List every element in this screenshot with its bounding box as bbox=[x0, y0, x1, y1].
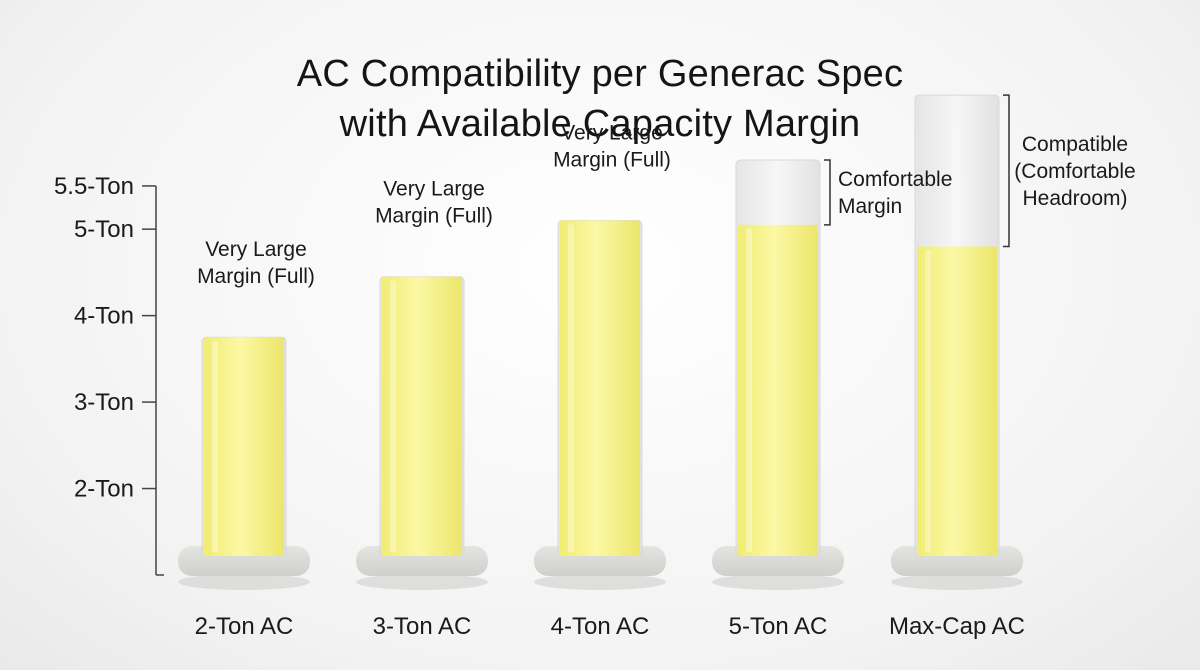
x-category-label: 5-Ton AC bbox=[729, 613, 828, 640]
bar bbox=[204, 337, 284, 556]
chart-title-line-1: AC Compatibility per Generac Spec bbox=[296, 53, 904, 96]
annotation-label: Very Large bbox=[561, 122, 663, 145]
y-tick-label: 5-Ton bbox=[74, 216, 134, 243]
bar-highlight bbox=[212, 341, 218, 552]
bar-highlight bbox=[568, 224, 574, 553]
bar bbox=[382, 276, 462, 556]
annotation-label: Comfortable bbox=[838, 168, 952, 191]
bar-base-shadow bbox=[534, 574, 666, 590]
annotation-label: Margin (Full) bbox=[197, 265, 315, 288]
y-tick-label: 4-Ton bbox=[74, 303, 134, 330]
bar-highlight bbox=[925, 250, 931, 553]
annotation-label: Very Large bbox=[383, 178, 485, 201]
x-category-label: 2-Ton AC bbox=[195, 613, 294, 640]
bar-highlight bbox=[390, 280, 396, 552]
x-category-label: Max-Cap AC bbox=[889, 613, 1025, 640]
bar bbox=[560, 220, 640, 557]
annotation-label: Margin (Full) bbox=[553, 149, 671, 172]
bar bbox=[738, 224, 818, 556]
y-tick-label: 2-Ton bbox=[74, 476, 134, 503]
bar-base-shadow bbox=[891, 574, 1023, 590]
annotation-label: Very Large bbox=[205, 238, 307, 261]
bar-base-shadow bbox=[178, 574, 310, 590]
bar bbox=[917, 246, 997, 557]
annotation-label: (Comfortable bbox=[1014, 160, 1135, 183]
bar-base-shadow bbox=[712, 574, 844, 590]
chart-title-line-2: with Available Capacity Margin bbox=[339, 103, 861, 146]
y-tick-label: 3-Ton bbox=[74, 389, 134, 416]
annotation-bracket bbox=[824, 159, 831, 226]
bar-highlight bbox=[746, 228, 752, 552]
bar-base-shadow bbox=[356, 574, 488, 590]
chart-title: AC Compatibility per Generac Spec with A… bbox=[0, 49, 1200, 149]
x-category-label: 4-Ton AC bbox=[551, 613, 650, 640]
annotation-label: Margin bbox=[838, 195, 902, 218]
annotation-bracket bbox=[1003, 94, 1010, 248]
x-category-label: 3-Ton AC bbox=[373, 613, 472, 640]
annotation-label: Headroom) bbox=[1022, 187, 1127, 210]
annotation-label: Margin (Full) bbox=[375, 205, 493, 228]
y-tick-label: 5.5-Ton bbox=[54, 173, 134, 200]
annotation-label: Compatible bbox=[1022, 133, 1128, 156]
